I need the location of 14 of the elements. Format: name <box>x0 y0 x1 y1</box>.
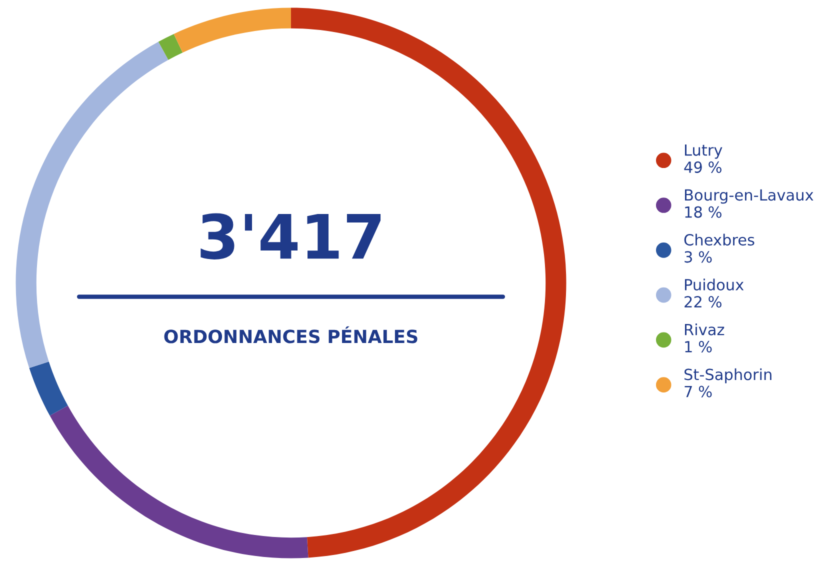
data-label: 49 % <box>684 161 722 173</box>
legend-label: Puidoux <box>684 278 744 290</box>
data-label: 18 % <box>685 206 722 218</box>
legend-label: St-Saphorin <box>684 368 772 384</box>
text: 3'417 <box>200 213 381 260</box>
data-label: 3 % <box>684 251 712 263</box>
legend-label: Lutry <box>684 144 722 159</box>
legend-label: Chexbres <box>684 234 754 246</box>
legend-label: Bourg-en-Lavaux <box>684 189 814 204</box>
data-label: 1 % <box>685 340 712 352</box>
data-label: 22 % <box>684 296 722 308</box>
text: ORDONNANCES PÉNALES <box>164 326 418 344</box>
legend-label: Rivaz <box>684 324 724 336</box>
data-label: 7 % <box>684 386 712 398</box>
